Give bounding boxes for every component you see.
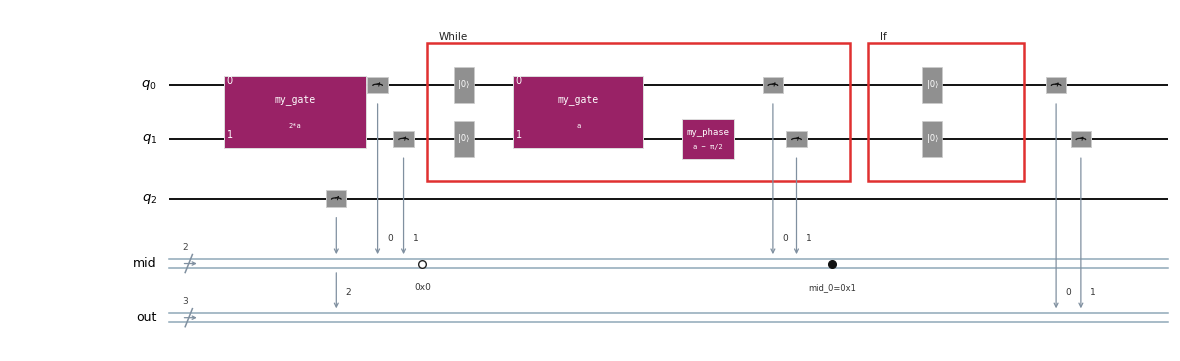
Text: $q_2$: $q_2$	[142, 192, 157, 205]
Text: mid: mid	[133, 257, 157, 270]
Text: While: While	[439, 31, 468, 42]
Bar	[453, 67, 474, 103]
Text: $q_0$: $q_0$	[142, 78, 157, 92]
Text: |0⟩: |0⟩	[458, 81, 470, 89]
Bar	[786, 131, 807, 147]
Bar	[922, 67, 943, 103]
Text: 0x0: 0x0	[414, 283, 431, 292]
Text: If: If	[880, 31, 887, 42]
Text: 1: 1	[516, 130, 522, 140]
Text: 2: 2	[346, 288, 352, 297]
Bar	[453, 121, 474, 157]
Text: 1: 1	[227, 130, 232, 140]
Text: 0: 0	[1066, 288, 1071, 297]
Bar	[326, 191, 347, 206]
Bar	[513, 76, 643, 148]
Bar	[224, 76, 366, 148]
Text: 1: 1	[806, 234, 812, 243]
Text: 2: 2	[183, 243, 188, 252]
Text: |0⟩: |0⟩	[458, 135, 470, 143]
Text: a − π/2: a − π/2	[693, 144, 723, 150]
Bar	[922, 121, 943, 157]
Text: mid_0=0x1: mid_0=0x1	[808, 283, 856, 292]
Text: 0: 0	[516, 76, 522, 86]
Bar	[1070, 131, 1092, 147]
Bar	[367, 77, 388, 93]
Text: 1: 1	[1090, 288, 1096, 297]
Text: 3: 3	[183, 297, 188, 306]
Text: |0⟩: |0⟩	[926, 135, 938, 143]
Bar	[762, 77, 784, 93]
Text: 2*a: 2*a	[289, 123, 301, 129]
Text: |0⟩: |0⟩	[926, 81, 938, 89]
Text: a: a	[576, 123, 581, 129]
Text: out: out	[137, 311, 157, 324]
Text: 0: 0	[387, 234, 393, 243]
Text: my_gate: my_gate	[275, 96, 315, 106]
Text: my_phase: my_phase	[687, 128, 729, 137]
Text: my_gate: my_gate	[558, 96, 598, 106]
Text: $q_1$: $q_1$	[142, 132, 157, 146]
Bar	[1045, 77, 1067, 93]
Bar	[682, 119, 734, 159]
Text: 0: 0	[782, 234, 788, 243]
Text: 0: 0	[227, 76, 232, 86]
Bar	[393, 131, 414, 147]
Text: 1: 1	[413, 234, 419, 243]
